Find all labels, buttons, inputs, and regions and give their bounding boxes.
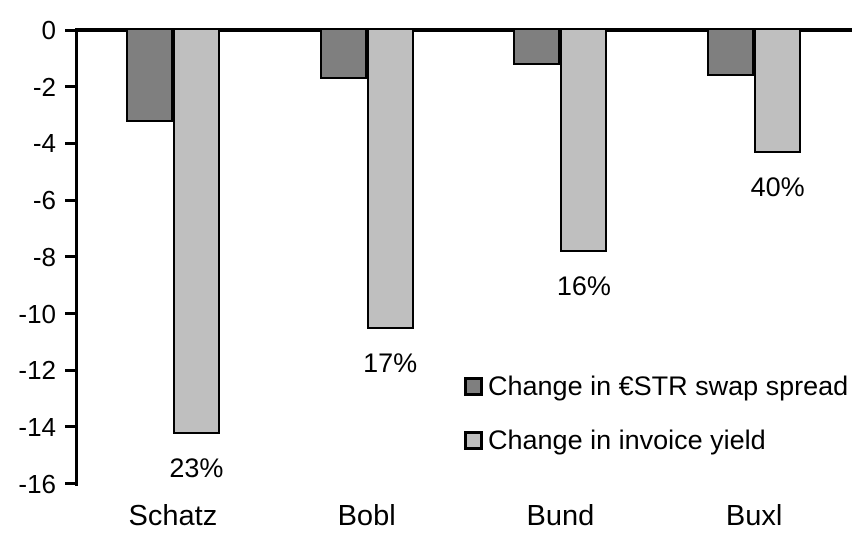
y-axis-tick-label: -12 — [18, 355, 56, 386]
y-axis-tick-label: -16 — [18, 468, 56, 499]
x-axis-label-bobl: Bobl — [337, 500, 396, 532]
y-axis-tick — [65, 85, 76, 89]
y-axis-line — [74, 28, 78, 486]
bar-value-label-bobl: 17% — [363, 347, 418, 378]
y-axis-tick — [65, 255, 76, 259]
y-axis-tick-label: -4 — [32, 128, 56, 159]
bar-buxl-series-0 — [707, 28, 755, 77]
bar-schatz-series-0 — [125, 28, 173, 122]
legend-item-invoice-yield: Change in invoice yield — [464, 426, 848, 454]
legend-label-invoice-yield: Change in invoice yield — [488, 425, 766, 455]
bar-value-label-bund: 16% — [556, 271, 611, 302]
legend-item-swap-spread: Change in €STR swap spread — [464, 372, 848, 400]
y-axis-tick-label: -2 — [32, 71, 56, 102]
x-axis-label-buxl: Buxl — [725, 500, 783, 532]
y-axis-tick — [65, 368, 76, 372]
x-axis-label-bund: Bund — [526, 500, 595, 532]
y-axis-tick-label: -6 — [32, 185, 56, 216]
y-axis-tick — [65, 312, 76, 315]
y-axis-tick-label: -8 — [32, 241, 56, 272]
y-axis-tick — [65, 198, 76, 202]
legend-swatch-light-icon — [464, 430, 483, 450]
bar-schatz-series-1 — [172, 28, 220, 434]
bar-bobl-series-1 — [366, 28, 414, 329]
y-axis-tick — [65, 425, 76, 429]
y-axis-tick-label: -10 — [18, 298, 56, 329]
zero-baseline — [76, 28, 852, 32]
legend-swatch-dark-icon — [464, 376, 483, 396]
y-axis-tick — [65, 28, 76, 32]
legend-label-swap-spread: Change in €STR swap spread — [488, 371, 849, 401]
bar-bobl-series-0 — [319, 28, 367, 80]
y-axis-tick-label: -14 — [18, 411, 56, 442]
x-axis-label-schatz: Schatz — [128, 500, 218, 532]
y-axis-tick — [65, 141, 76, 145]
bar-value-label-schatz: 23% — [169, 452, 224, 483]
bar-buxl-series-1 — [754, 28, 802, 153]
y-axis-tick — [65, 482, 76, 486]
chart-legend: Change in €STR swap spread Change in inv… — [464, 372, 848, 480]
bar-value-label-buxl: 40% — [750, 171, 805, 202]
bar-bund-series-1 — [560, 28, 608, 253]
y-axis-tick-label: 0 — [41, 15, 56, 45]
bar-bund-series-0 — [513, 28, 561, 66]
